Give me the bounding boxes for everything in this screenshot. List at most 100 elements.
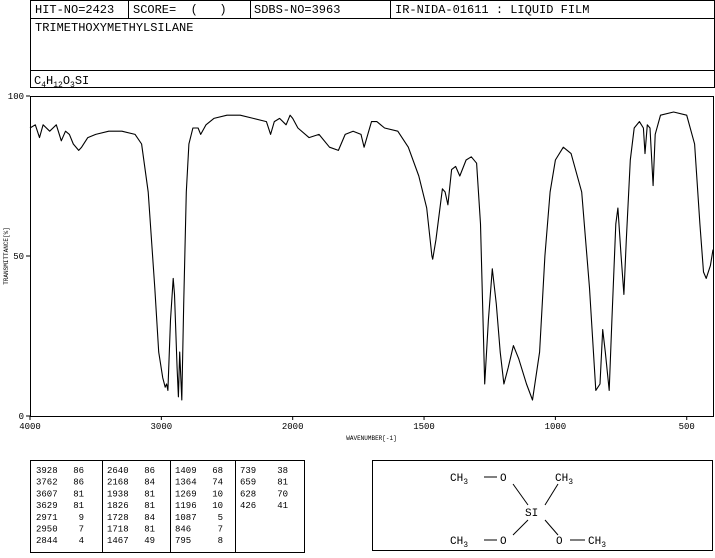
peak-table-frame <box>30 460 305 553</box>
atom: CH3 <box>555 473 573 487</box>
peak-transmittance: 49 <box>144 536 155 546</box>
peak-transmittance: 81 <box>277 478 288 488</box>
peak-transmittance: 86 <box>73 478 84 488</box>
peak-wavenumber: 659 <box>240 478 256 488</box>
peak-wavenumber: 3607 <box>36 489 58 499</box>
atom: O <box>556 536 563 548</box>
peak-wavenumber: 426 <box>240 501 256 511</box>
x-tick-label: 2000 <box>282 422 304 432</box>
peak-transmittance: 5 <box>218 513 223 523</box>
formula-subscript: 12 <box>53 81 63 90</box>
sdbs-no: SDBS-NO=3963 <box>254 3 340 17</box>
peak-wavenumber: 2168 <box>107 478 129 488</box>
peak-wavenumber: 846 <box>175 525 191 535</box>
formula-subscript: 3 <box>70 81 75 90</box>
peak-transmittance: 86 <box>144 466 155 476</box>
atom-symbol: O <box>500 536 507 548</box>
compound-name: TRIMETHOXYMETHYLSILANE <box>35 21 193 35</box>
peak-transmittance: 81 <box>144 525 155 535</box>
method: IR-NIDA-01611 : LIQUID FILM <box>395 3 589 17</box>
atom-symbol: CH <box>555 473 568 485</box>
atom-symbol: O <box>500 473 507 485</box>
peak-transmittance: 84 <box>144 513 155 523</box>
peak-transmittance: 8 <box>218 536 223 546</box>
peak-transmittance: 84 <box>144 478 155 488</box>
peak-transmittance: 81 <box>144 501 155 511</box>
x-tick-label: 500 <box>679 422 695 432</box>
y-axis-label: TRANSMITTANCE[%] <box>3 227 10 285</box>
x-tick-label: 4000 <box>19 422 41 432</box>
peak-wavenumber: 3629 <box>36 501 58 511</box>
peak-transmittance: 7 <box>218 525 223 535</box>
peak-wavenumber: 2844 <box>36 536 58 546</box>
peak-transmittance: 10 <box>212 489 223 499</box>
peak-transmittance: 9 <box>79 513 84 523</box>
y-tick-label: 100 <box>8 92 24 102</box>
atom-symbol: CH <box>450 473 463 485</box>
plot-frame <box>30 96 714 417</box>
peak-transmittance: 41 <box>277 501 288 511</box>
atom: CH3 <box>450 473 468 487</box>
peak-wavenumber: 1718 <box>107 525 129 535</box>
formula: C4H12O3SI <box>34 74 89 90</box>
peak-wavenumber: 628 <box>240 489 256 499</box>
formula-element: C <box>34 74 41 88</box>
score: SCORE= ( ) <box>133 3 227 17</box>
atom: CH3 <box>588 536 606 550</box>
peak-wavenumber: 1409 <box>175 466 197 476</box>
structure-frame <box>372 460 713 551</box>
peak-wavenumber: 3762 <box>36 478 58 488</box>
peak-wavenumber: 1938 <box>107 489 129 499</box>
peak-wavenumber: 2640 <box>107 466 129 476</box>
frames <box>30 0 715 553</box>
atom: CH3 <box>450 536 468 550</box>
peak-wavenumber: 3928 <box>36 466 58 476</box>
peak-transmittance: 38 <box>277 466 288 476</box>
x-tick-label: 3000 <box>151 422 173 432</box>
y-tick-label: 0 <box>19 412 24 422</box>
atom-symbol: O <box>556 536 563 548</box>
peak-transmittance: 7 <box>79 525 84 535</box>
atom-symbol: CH <box>450 536 463 548</box>
peak-wavenumber: 2950 <box>36 525 58 535</box>
x-axis-label: WAVENUMBER[-1] <box>346 435 396 442</box>
peak-transmittance: 74 <box>212 478 223 488</box>
peak-wavenumber: 1087 <box>175 513 197 523</box>
atom: SI <box>525 508 538 520</box>
peak-wavenumber: 1196 <box>175 501 197 511</box>
peak-wavenumber: 1728 <box>107 513 129 523</box>
peak-transmittance: 10 <box>212 501 223 511</box>
formula-element: H <box>46 74 53 88</box>
atom: O <box>500 536 507 548</box>
atom-subscript: 3 <box>463 541 468 550</box>
peak-wavenumber: 1826 <box>107 501 129 511</box>
peak-wavenumber: 795 <box>175 536 191 546</box>
bond <box>544 483 559 506</box>
atom: O <box>500 473 507 485</box>
formula-element: O <box>63 74 70 88</box>
atom-subscript: 3 <box>568 478 573 487</box>
peak-wavenumber: 2971 <box>36 513 58 523</box>
hit-no: HIT-NO=2423 <box>35 3 114 17</box>
atom-symbol: CH <box>588 536 601 548</box>
peak-transmittance: 86 <box>73 466 84 476</box>
spectrum <box>29 111 714 401</box>
formula-subscript: 4 <box>41 81 46 90</box>
peak-transmittance: 68 <box>212 466 223 476</box>
atom-subscript: 3 <box>463 478 468 487</box>
peak-wavenumber: 1364 <box>175 478 197 488</box>
peak-wavenumber: 1269 <box>175 489 197 499</box>
bond <box>512 519 529 536</box>
bond <box>544 519 559 536</box>
peak-wavenumber: 739 <box>240 466 256 476</box>
bond <box>512 483 529 506</box>
x-tick-label: 1000 <box>545 422 567 432</box>
x-tick-label: 1500 <box>413 422 435 432</box>
peak-transmittance: 70 <box>277 489 288 499</box>
atom-subscript: 3 <box>601 541 606 550</box>
peak-transmittance: 4 <box>79 536 84 546</box>
atom-symbol: SI <box>525 508 538 520</box>
peak-transmittance: 81 <box>73 489 84 499</box>
peak-wavenumber: 1467 <box>107 536 129 546</box>
